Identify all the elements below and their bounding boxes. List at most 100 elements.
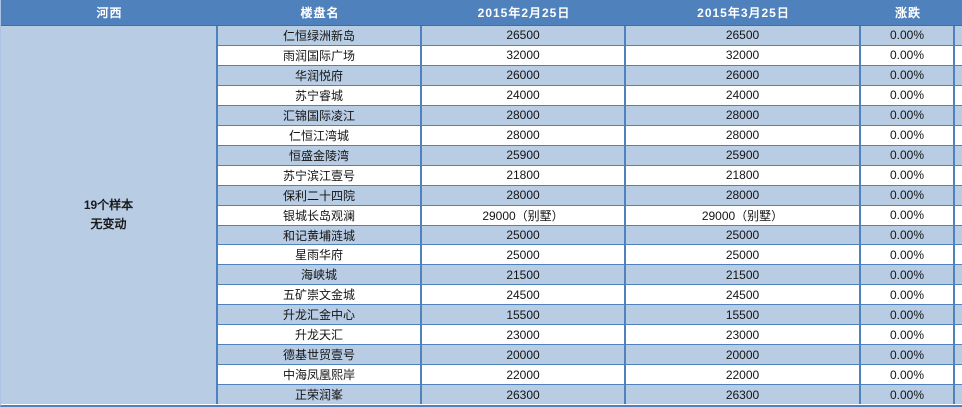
- change-cell[interactable]: 0.00%: [861, 285, 955, 305]
- property-name-cell[interactable]: 升龙天汇: [218, 325, 422, 345]
- property-name-cell[interactable]: 升龙汇金中心: [218, 305, 422, 325]
- header-change[interactable]: 涨跌: [894, 6, 921, 20]
- property-name-cell[interactable]: 五矿崇文金城: [218, 285, 422, 305]
- price-feb-cell[interactable]: 25900: [422, 145, 626, 165]
- price-mar-cell[interactable]: 24500: [626, 285, 861, 305]
- header-clipped-column: [955, 0, 962, 25]
- price-feb-cell[interactable]: 26300: [422, 385, 626, 405]
- price-feb-cell[interactable]: 28000: [422, 125, 626, 145]
- price-mar-cell[interactable]: 26300: [626, 385, 861, 405]
- price-feb-cell[interactable]: 32000: [422, 45, 626, 65]
- change-cell[interactable]: 0.00%: [861, 85, 955, 105]
- price-mar-cell[interactable]: 25000: [626, 225, 861, 245]
- property-name-cell[interactable]: 银城长岛观澜: [218, 205, 422, 225]
- price-mar-cell[interactable]: 28000: [626, 125, 861, 145]
- change-cell[interactable]: 0.00%: [861, 305, 955, 325]
- change-cell[interactable]: 0.00%: [861, 105, 955, 125]
- price-mar-cell[interactable]: 26500: [626, 26, 861, 45]
- price-feb-cell[interactable]: 21500: [422, 265, 626, 285]
- price-mar-cell[interactable]: 28000: [626, 105, 861, 125]
- change-cell[interactable]: 0.00%: [861, 345, 955, 365]
- header-region[interactable]: 河西: [96, 6, 123, 20]
- change-cell[interactable]: 0.00%: [861, 385, 955, 405]
- price-mar-cell[interactable]: 20000: [626, 345, 861, 365]
- price-feb-cell[interactable]: 20000: [422, 345, 626, 365]
- summary-sample-count: 19个样本: [83, 198, 134, 212]
- table-rows: 仁恒绿洲新岛 26500 26500 0.00% 雨润国际广场 32000 32…: [218, 26, 962, 405]
- header-property-name[interactable]: 楼盘名: [300, 6, 340, 20]
- price-feb-cell[interactable]: 24500: [422, 285, 626, 305]
- header-date-feb[interactable]: 2015年2月25日: [477, 6, 571, 20]
- region-summary-cell[interactable]: 19个样本 无变动: [1, 26, 218, 404]
- price-mar-cell[interactable]: 15500: [626, 305, 861, 325]
- property-name-cell[interactable]: 恒盛金陵湾: [218, 145, 422, 165]
- property-name-cell[interactable]: 仁恒江湾城: [218, 125, 422, 145]
- price-feb-cell[interactable]: 26000: [422, 65, 626, 85]
- property-name-cell[interactable]: 正荣润峯: [218, 385, 422, 405]
- change-cell[interactable]: 0.00%: [861, 45, 955, 65]
- price-mar-cell[interactable]: 25900: [626, 145, 861, 165]
- price-mar-cell[interactable]: 21500: [626, 265, 861, 285]
- clipped-cell: [955, 385, 962, 404]
- price-mar-cell[interactable]: 32000: [626, 45, 861, 65]
- price-feb-cell[interactable]: 29000（别墅）: [422, 205, 626, 225]
- price-mar-cell[interactable]: 24000: [626, 85, 861, 105]
- change-cell[interactable]: 0.00%: [861, 205, 955, 225]
- price-mar-cell[interactable]: 21800: [626, 165, 861, 185]
- header-date-mar[interactable]: 2015年3月25日: [697, 6, 790, 20]
- change-cell[interactable]: 0.00%: [861, 265, 955, 285]
- table-row: 保利二十四院 28000 28000 0.00%: [218, 185, 962, 206]
- property-name-cell[interactable]: 海峡城: [218, 265, 422, 285]
- price-feb-cell[interactable]: 15500: [422, 305, 626, 325]
- price-feb-cell[interactable]: 23000: [422, 325, 626, 345]
- property-name-cell[interactable]: 和记黄埔涟城: [218, 225, 422, 245]
- price-mar-cell[interactable]: 23000: [626, 325, 861, 345]
- property-name-cell[interactable]: 中海凤凰熙岸: [218, 365, 422, 385]
- clipped-cell: [955, 365, 962, 384]
- change-cell[interactable]: 0.00%: [861, 325, 955, 345]
- price-feb-cell[interactable]: 22000: [422, 365, 626, 385]
- price-mar-cell[interactable]: 22000: [626, 365, 861, 385]
- property-name-cell[interactable]: 星雨华府: [218, 245, 422, 265]
- price-mar-cell[interactable]: 26000: [626, 65, 861, 85]
- change-cell[interactable]: 0.00%: [861, 125, 955, 145]
- price-mar-cell[interactable]: 28000: [626, 185, 861, 205]
- change-cell[interactable]: 0.00%: [861, 26, 955, 45]
- table-row: 汇锦国际凌江 28000 28000 0.00%: [218, 105, 962, 126]
- property-name-cell[interactable]: 汇锦国际凌江: [218, 105, 422, 125]
- price-feb-cell[interactable]: 25000: [422, 225, 626, 245]
- price-feb-cell[interactable]: 26500: [422, 26, 626, 45]
- change-cell[interactable]: 0.00%: [861, 245, 955, 265]
- table-row: 中海凤凰熙岸 22000 22000 0.00%: [218, 365, 962, 386]
- change-cell[interactable]: 0.00%: [861, 365, 955, 385]
- property-name-cell[interactable]: 苏宁滨江壹号: [218, 165, 422, 185]
- table-row: 仁恒绿洲新岛 26500 26500 0.00%: [218, 26, 962, 46]
- change-cell[interactable]: 0.00%: [861, 145, 955, 165]
- change-cell[interactable]: 0.00%: [861, 225, 955, 245]
- property-name-cell[interactable]: 德基世贸壹号: [218, 345, 422, 365]
- property-name-cell[interactable]: 雨润国际广场: [218, 45, 422, 65]
- clipped-cell: [955, 206, 962, 225]
- table-row: 苏宁睿城 24000 24000 0.00%: [218, 85, 962, 106]
- change-cell[interactable]: 0.00%: [861, 185, 955, 205]
- price-feb-cell[interactable]: 24000: [422, 85, 626, 105]
- change-cell[interactable]: 0.00%: [861, 65, 955, 85]
- price-feb-cell[interactable]: 28000: [422, 105, 626, 125]
- price-mar-cell[interactable]: 25000: [626, 245, 861, 265]
- table-row: 苏宁滨江壹号 21800 21800 0.00%: [218, 165, 962, 186]
- price-feb-cell[interactable]: 25000: [422, 245, 626, 265]
- table-row: 升龙汇金中心 15500 15500 0.00%: [218, 305, 962, 326]
- price-mar-cell[interactable]: 29000（别墅）: [626, 205, 861, 225]
- clipped-cell: [955, 166, 962, 185]
- change-cell[interactable]: 0.00%: [861, 165, 955, 185]
- property-name-cell[interactable]: 苏宁睿城: [218, 85, 422, 105]
- property-name-cell[interactable]: 华润悦府: [218, 65, 422, 85]
- price-feb-cell[interactable]: 21800: [422, 165, 626, 185]
- price-feb-cell[interactable]: 28000: [422, 185, 626, 205]
- table-row: 银城长岛观澜 29000（别墅） 29000（别墅） 0.00%: [218, 205, 962, 226]
- table-header-row: 河西 楼盘名 2015年2月25日 2015年3月25日 涨跌: [1, 0, 962, 26]
- table-row: 升龙天汇 23000 23000 0.00%: [218, 325, 962, 346]
- property-name-cell[interactable]: 保利二十四院: [218, 185, 422, 205]
- property-name-cell[interactable]: 仁恒绿洲新岛: [218, 26, 422, 45]
